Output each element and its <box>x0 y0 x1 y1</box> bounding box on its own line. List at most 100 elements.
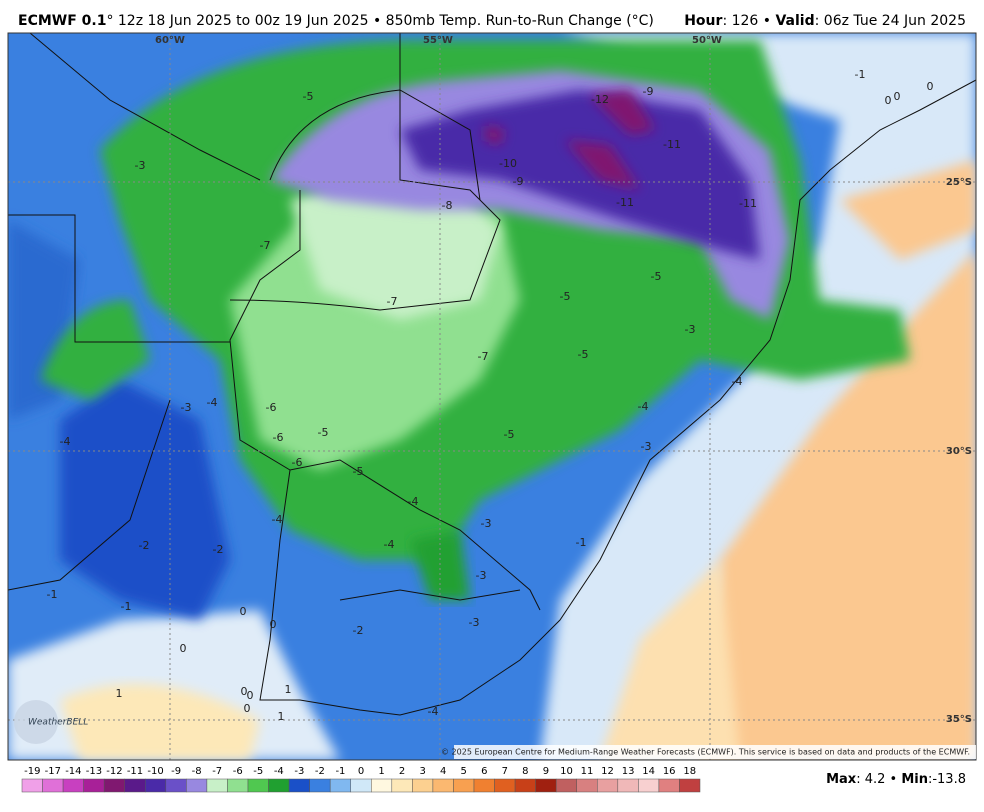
colorbar-label: 16 <box>663 766 676 777</box>
max: : 4.2 • <box>856 772 901 787</box>
colorbar-swatch <box>494 778 516 793</box>
colorbar-label: -2 <box>315 766 325 777</box>
contour-label: -1 <box>576 536 587 549</box>
contour-label: -4 <box>732 375 743 388</box>
colorbar-label: 1 <box>378 766 384 777</box>
contour-label: -1 <box>121 600 132 613</box>
colorbar-label: 0 <box>358 766 364 777</box>
colorbar-label: -17 <box>45 766 61 777</box>
colorbar-swatch <box>473 778 495 793</box>
colorbar-swatch <box>124 778 146 793</box>
contour-label: 0 <box>885 94 892 107</box>
colorbar-swatch <box>658 778 680 793</box>
contour-label: -7 <box>260 239 271 252</box>
colorbar-swatch <box>165 778 187 793</box>
hour-label: Hour <box>684 13 722 29</box>
contour-label: -5 <box>303 90 314 103</box>
contour-label: -11 <box>739 197 757 210</box>
colorbar-swatch <box>103 778 125 793</box>
contour-labels: -10 00-12-9-5-3 -10-9-11-11 -11-8-7-5-5-7-3… <box>47 68 934 723</box>
colorbar-swatch <box>391 778 413 793</box>
contour-label: -4 <box>408 495 419 508</box>
stats: Max: 4.2 • Min:-13.8 <box>826 772 966 787</box>
contour-label: -3 <box>469 616 480 629</box>
colorbar-swatch <box>432 778 454 793</box>
colorbar-label: 2 <box>399 766 405 777</box>
contour-label: 0 <box>180 642 187 655</box>
contour-label: 0 <box>241 685 248 698</box>
colorbar-label: -11 <box>127 766 143 777</box>
contour-label: -3 <box>135 159 146 172</box>
contour-label: -3 <box>181 401 192 414</box>
colorbar-label: -13 <box>86 766 102 777</box>
contour-label: -11 <box>663 138 681 151</box>
contour-label: -4 <box>60 435 71 448</box>
contour-label: 0 <box>244 702 251 715</box>
colorbar-swatch <box>555 778 577 793</box>
colorbar-swatch <box>535 778 557 793</box>
colorbar-label: -10 <box>147 766 163 777</box>
colorbar-label: -14 <box>65 766 81 777</box>
colorbar-swatch <box>576 778 598 793</box>
borders <box>8 33 976 716</box>
colorbar-swatch <box>329 778 351 793</box>
graticule-labels: 60°W 55°W 50°W 25°S 30°S 35°S <box>155 35 972 725</box>
contour-label: -3 <box>641 440 652 453</box>
contour-label: -5 <box>353 465 364 478</box>
contour-label: -3 <box>685 323 696 336</box>
colorbar-swatch <box>62 778 84 793</box>
colorbar-swatch <box>83 778 105 793</box>
header-right: Hour: 126 • Valid: 06z Tue 24 Jun 2025 <box>684 13 966 29</box>
colorbar-swatch <box>617 778 639 793</box>
contour-label: -5 <box>318 426 329 439</box>
map-field: -10 00-12-9-5-3 -10-9-11-11 -11-8-7-5-5-7-3… <box>8 33 976 760</box>
colorbar-label: 9 <box>543 766 549 777</box>
colorbar-swatch <box>371 778 393 793</box>
colorbar-label: -1 <box>335 766 345 777</box>
contour-label: -2 <box>353 624 364 637</box>
contour-label: -4 <box>272 513 283 526</box>
contour-label: -1 <box>47 588 58 601</box>
map-frame <box>7 32 977 761</box>
contour-label: 0 <box>240 605 247 618</box>
contour-label: -4 <box>384 538 395 551</box>
contour-label: -6 <box>266 401 277 414</box>
contour-label: 1 <box>116 687 123 700</box>
colorbar-swatch <box>309 778 331 793</box>
lon-label: 55°W <box>423 35 453 46</box>
contour-label: -7 <box>387 295 398 308</box>
contour-label: -12 <box>591 93 609 106</box>
lat-label: 30°S <box>946 446 972 457</box>
contour-label: 0 <box>247 689 254 702</box>
colorbar-swatch <box>288 778 310 793</box>
description: ° 12z 18 Jun 2025 to 00z 19 Jun 2025 • 8… <box>106 13 653 29</box>
colorbar-label: 14 <box>642 766 655 777</box>
contour-label: -4 <box>428 705 439 718</box>
contour-label: -4 <box>207 396 218 409</box>
colorbar-label: 4 <box>440 766 446 777</box>
lon-label: 60°W <box>155 35 185 46</box>
colorbar-label: -6 <box>233 766 243 777</box>
colorbar-swatch <box>186 778 208 793</box>
contour-label: -6 <box>292 456 303 469</box>
contour-label: -2 <box>139 539 150 552</box>
min: :-13.8 <box>928 772 966 787</box>
colorbar-swatch <box>597 778 619 793</box>
valid: : 06z Tue 24 Jun 2025 <box>815 13 966 29</box>
max-label: Max <box>826 772 857 787</box>
colorbar-label: 7 <box>502 766 508 777</box>
colorbar-swatch <box>268 778 290 793</box>
lon-label: 50°W <box>692 35 722 46</box>
copyright-bg <box>454 745 976 759</box>
colorbar-label: 11 <box>581 766 594 777</box>
contour-label: -5 <box>651 270 662 283</box>
colorbar: -19 -17 -14 -13 -12 -11 -10 -9 -8 -7 -6 -5 -4 -3 -2 -1 0… <box>21 766 701 793</box>
min-label: Min <box>901 772 928 787</box>
contour-label: -5 <box>578 348 589 361</box>
colorbar-label: 10 <box>560 766 573 777</box>
colorbar-label: 18 <box>683 766 696 777</box>
valid-label: Valid <box>775 13 814 29</box>
colorbar-swatch <box>638 778 660 793</box>
colorbar-swatch <box>350 778 372 793</box>
contour-label: -3 <box>481 517 492 530</box>
